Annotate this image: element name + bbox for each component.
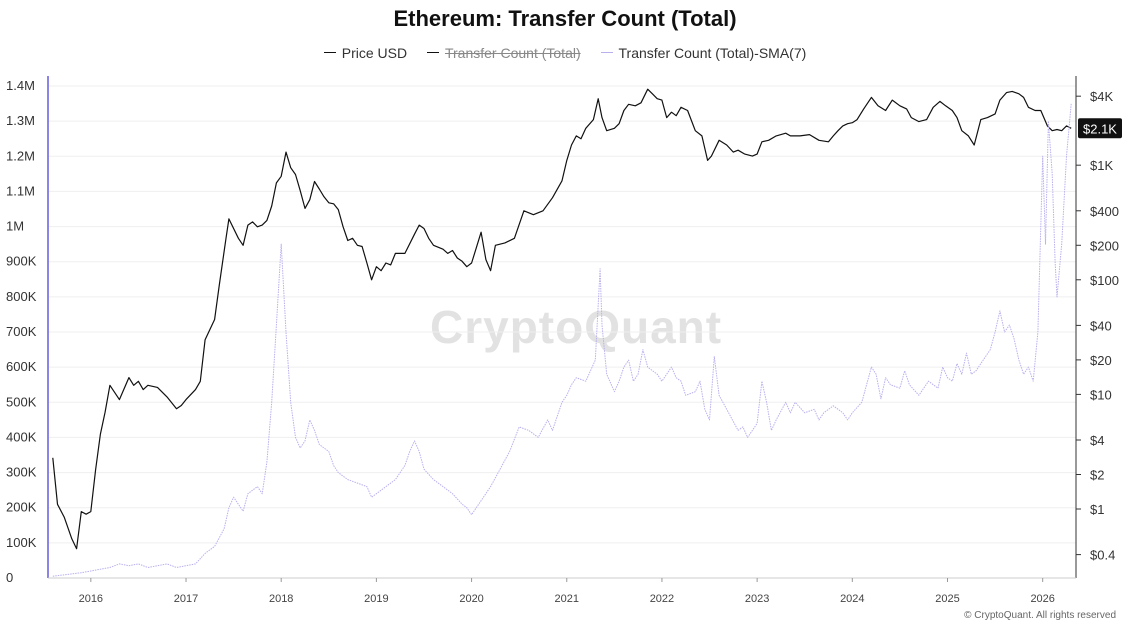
y-tick-label-right: $1 bbox=[1090, 502, 1104, 517]
price-usd-line bbox=[52, 88, 1072, 550]
y-tick-label-left: 500K bbox=[6, 394, 37, 409]
current-price-box bbox=[1078, 118, 1122, 139]
y-tick-label-right: $0.4 bbox=[1090, 548, 1115, 563]
current-price-label: $2.1K bbox=[1083, 121, 1117, 136]
legend-label-price: Price USD bbox=[341, 44, 408, 61]
x-tick-label: 2018 bbox=[269, 593, 293, 605]
legend-item-transfer-count[interactable]: Transfer Count (Total) bbox=[426, 44, 581, 61]
x-tick-label: 2017 bbox=[174, 593, 198, 605]
y-tick-label-right: $100 bbox=[1090, 273, 1119, 288]
copyright-footer: © CryptoQuant. All rights reserved bbox=[964, 610, 1116, 621]
legend-swatch-transfer-count bbox=[426, 52, 439, 53]
y-tick-label-right: $1K bbox=[1090, 158, 1113, 173]
y-tick-label-left: 1.4M bbox=[6, 78, 35, 93]
legend-swatch-price bbox=[323, 52, 336, 53]
y-tick-label-right: $4K bbox=[1090, 89, 1113, 104]
y-tick-label-right: $40 bbox=[1090, 318, 1112, 333]
legend-item-sma[interactable]: Transfer Count (Total)-SMA(7) bbox=[600, 44, 807, 61]
chart-title: Ethereum: Transfer Count (Total) bbox=[393, 6, 737, 31]
y-tick-label-left: 300K bbox=[6, 465, 37, 480]
y-tick-label-right: $10 bbox=[1090, 387, 1112, 402]
chart-legend: Price USD Transfer Count (Total) Transfe… bbox=[0, 40, 1130, 61]
x-tick-label: 2024 bbox=[840, 593, 864, 605]
y-tick-label-right: $2 bbox=[1090, 468, 1104, 483]
legend-swatch-sma bbox=[600, 52, 613, 53]
y-tick-label-left: 200K bbox=[6, 500, 37, 515]
y-tick-label-right: $200 bbox=[1090, 238, 1119, 253]
y-tick-label-left: 1.2M bbox=[6, 148, 35, 163]
y-tick-label-left: 1.3M bbox=[6, 113, 35, 128]
y-tick-label-left: 100K bbox=[6, 535, 37, 550]
watermark-logo: CryptoQuant bbox=[430, 301, 723, 353]
x-tick-label: 2021 bbox=[555, 593, 579, 605]
x-tick-label: 2019 bbox=[364, 593, 388, 605]
y-tick-label-left: 1M bbox=[6, 219, 24, 234]
legend-label-sma: Transfer Count (Total)-SMA(7) bbox=[618, 44, 807, 61]
y-tick-label-left: 400K bbox=[6, 429, 37, 444]
y-tick-label-left: 800K bbox=[6, 289, 37, 304]
y-tick-label-left: 700K bbox=[6, 324, 37, 339]
x-tick-label: 2025 bbox=[935, 593, 959, 605]
x-tick-label: 2022 bbox=[650, 593, 674, 605]
y-tick-label-left: 1.1M bbox=[6, 183, 35, 198]
y-tick-label-right: $20 bbox=[1090, 353, 1112, 368]
x-tick-label: 2023 bbox=[745, 593, 769, 605]
y-tick-label-left: 600K bbox=[6, 359, 37, 374]
x-tick-label: 2020 bbox=[459, 593, 483, 605]
y-tick-label-right: $4 bbox=[1090, 433, 1104, 448]
legend-label-transfer-count: Transfer Count (Total) bbox=[444, 44, 581, 61]
transfer-count-sma-line bbox=[52, 103, 1072, 577]
x-tick-label: 2016 bbox=[79, 593, 103, 605]
y-tick-label-left: 0 bbox=[6, 570, 13, 585]
y-tick-label-right: $400 bbox=[1090, 204, 1119, 219]
x-tick-label: 2026 bbox=[1030, 593, 1054, 605]
legend-item-price[interactable]: Price USD bbox=[323, 44, 408, 61]
y-tick-label-left: 900K bbox=[6, 254, 37, 269]
